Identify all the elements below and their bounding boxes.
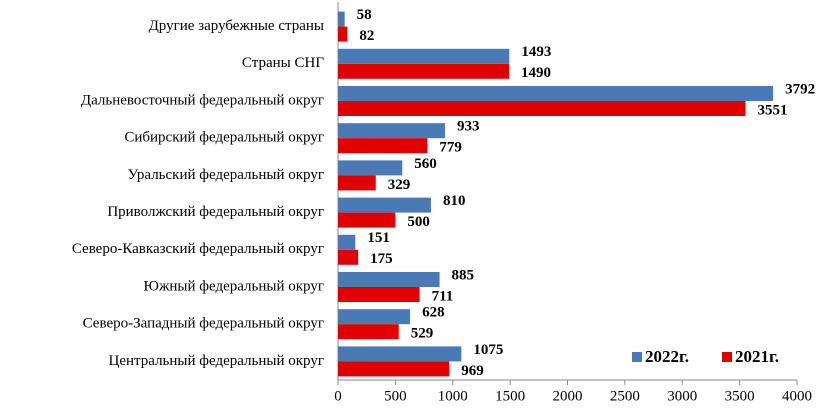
y-tick-label: Уральский федеральный округ bbox=[128, 167, 324, 183]
data-label: 711 bbox=[432, 288, 454, 304]
bar bbox=[338, 138, 428, 154]
data-label: 1490 bbox=[521, 65, 551, 81]
data-label: 3792 bbox=[785, 81, 815, 97]
bar bbox=[338, 324, 399, 340]
x-tick-label: 4000 bbox=[782, 388, 812, 404]
bar bbox=[338, 11, 345, 27]
bar bbox=[338, 175, 376, 191]
data-label: 529 bbox=[411, 326, 434, 342]
y-tick-label: Дальневосточный федеральный округ bbox=[81, 92, 324, 108]
bar bbox=[338, 48, 510, 64]
y-tick-label: Северо-Кавказский федеральный округ bbox=[72, 241, 324, 257]
x-tick-label: 0 bbox=[334, 388, 342, 404]
data-label: 1493 bbox=[521, 44, 551, 60]
data-label: 779 bbox=[439, 140, 462, 156]
bar bbox=[338, 361, 450, 377]
data-label: 3551 bbox=[757, 102, 787, 118]
legend-label: 2022г. bbox=[645, 347, 689, 366]
y-tick-label: Центральный федеральный округ bbox=[109, 353, 324, 369]
data-label: 810 bbox=[443, 193, 466, 209]
x-tick-label: 3500 bbox=[725, 388, 755, 404]
data-label: 1075 bbox=[473, 342, 503, 358]
data-label: 628 bbox=[422, 305, 445, 321]
bar bbox=[338, 86, 774, 101]
x-tick-label: 3000 bbox=[667, 388, 697, 404]
data-label: 175 bbox=[370, 251, 393, 267]
x-tick-label: 2500 bbox=[610, 388, 640, 404]
y-tick-label: Сибирский федеральный округ bbox=[124, 130, 324, 146]
data-label: 885 bbox=[452, 267, 475, 283]
bar bbox=[338, 101, 746, 116]
bar bbox=[338, 309, 411, 325]
y-tick-label: Северо-Западный федеральный округ bbox=[83, 316, 324, 332]
legend-label: 2021г. bbox=[735, 347, 779, 366]
bar bbox=[338, 287, 420, 302]
bar bbox=[338, 272, 440, 287]
bar bbox=[338, 197, 431, 213]
x-tick-label: 1000 bbox=[438, 388, 468, 404]
x-tick-label: 500 bbox=[384, 388, 407, 404]
data-label: 560 bbox=[414, 156, 437, 172]
y-tick-label: Страны СНГ bbox=[242, 55, 324, 71]
bar bbox=[338, 63, 509, 79]
bar bbox=[338, 160, 403, 176]
bar bbox=[338, 123, 446, 139]
bar bbox=[338, 26, 348, 42]
x-tick-label: 2000 bbox=[553, 388, 583, 404]
y-tick-label: Другие зарубежные страны bbox=[149, 18, 324, 34]
y-tick-label: Приволжский федеральный округ bbox=[107, 204, 324, 220]
data-label: 329 bbox=[388, 177, 411, 193]
data-label: 500 bbox=[407, 214, 430, 230]
data-label: 933 bbox=[457, 119, 480, 135]
legend-swatch bbox=[722, 352, 732, 362]
legend-swatch bbox=[632, 352, 642, 362]
data-label: 969 bbox=[461, 363, 484, 379]
bar bbox=[338, 212, 396, 228]
data-label: 82 bbox=[359, 28, 374, 44]
y-tick-label: Южный федеральный округ bbox=[143, 278, 324, 294]
bar bbox=[338, 249, 359, 265]
bar bbox=[338, 234, 356, 250]
data-label: 58 bbox=[357, 7, 372, 23]
data-label: 151 bbox=[367, 230, 390, 246]
bar bbox=[338, 346, 462, 362]
x-tick-label: 1500 bbox=[495, 388, 525, 404]
